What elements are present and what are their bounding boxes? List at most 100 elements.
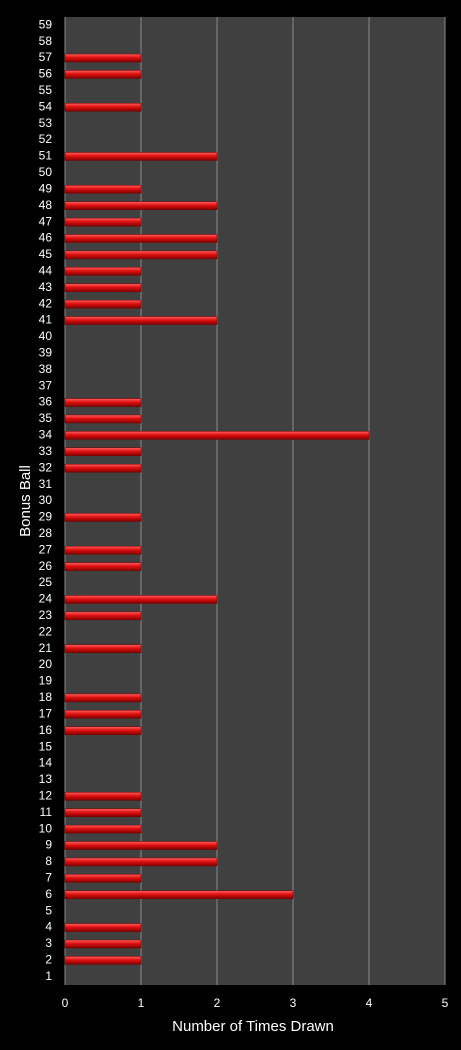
- bar: [64, 70, 142, 79]
- y-tick-label: 16: [39, 723, 53, 737]
- y-tick-label: 15: [39, 739, 53, 753]
- bar: [64, 283, 142, 292]
- bar: [64, 857, 218, 867]
- bar: [64, 710, 142, 719]
- bar: [64, 513, 142, 522]
- y-tick-label: 29: [39, 510, 53, 524]
- bar: [64, 939, 142, 949]
- y-tick-label: 26: [39, 559, 53, 573]
- bar: [64, 201, 218, 210]
- x-tick-label: 5: [442, 996, 449, 1010]
- bar: [64, 824, 142, 834]
- plot-area: [65, 17, 445, 985]
- bar: [64, 234, 218, 243]
- y-tick-label: 2: [45, 953, 52, 967]
- bar: [64, 595, 218, 604]
- y-tick-label: 49: [39, 181, 53, 195]
- bar: [64, 447, 142, 457]
- x-tick-label: 4: [366, 996, 373, 1010]
- y-tick-label: 59: [39, 17, 53, 31]
- y-tick-label: 52: [39, 132, 53, 146]
- bar: [64, 923, 142, 932]
- y-tick-label: 44: [39, 263, 53, 277]
- bar: [64, 414, 142, 424]
- y-tick-label: 28: [39, 526, 53, 540]
- y-tick-label: 33: [39, 444, 53, 458]
- y-tick-label: 51: [39, 149, 53, 163]
- y-tick-label: 24: [39, 592, 53, 606]
- y-tick-label: 54: [39, 99, 53, 113]
- y-tick-label: 37: [39, 378, 53, 392]
- y-tick-label: 4: [45, 920, 52, 934]
- bar: [64, 53, 142, 63]
- y-tick-label: 30: [39, 493, 53, 507]
- y-tick-label: 47: [39, 214, 53, 228]
- bar: [64, 185, 142, 194]
- y-tick-label: 14: [39, 756, 53, 770]
- y-tick-label: 13: [39, 772, 53, 786]
- y-tick-label: 19: [39, 674, 53, 688]
- bar: [64, 890, 294, 900]
- y-tick-label: 32: [39, 460, 53, 474]
- y-tick-label: 36: [39, 395, 53, 409]
- bar: [64, 644, 142, 653]
- bar: [64, 562, 142, 571]
- bar: [64, 267, 142, 276]
- bar: [64, 217, 142, 227]
- bar: [64, 250, 218, 260]
- bar: [64, 431, 370, 440]
- bar: [64, 841, 218, 850]
- x-tick-label: 0: [62, 996, 69, 1010]
- y-tick-label: 5: [45, 903, 52, 917]
- y-tick-label: 3: [45, 936, 52, 950]
- y-tick-label: 23: [39, 608, 53, 622]
- y-tick-label: 20: [39, 657, 53, 671]
- x-tick-label: 3: [290, 996, 297, 1010]
- y-tick-label: 55: [39, 83, 53, 97]
- y-tick-label: 46: [39, 231, 53, 245]
- bar: [64, 874, 142, 883]
- y-tick-label: 39: [39, 346, 53, 360]
- y-tick-label: 25: [39, 575, 53, 589]
- bar: [64, 956, 142, 965]
- bar: [64, 463, 142, 473]
- y-tick-label: 40: [39, 329, 53, 343]
- y-tick-label: 12: [39, 788, 53, 802]
- bar: [64, 808, 142, 817]
- y-tick-label: 42: [39, 296, 53, 310]
- y-tick-label: 22: [39, 624, 53, 638]
- y-tick-label: 10: [39, 821, 53, 835]
- y-tick-label: 45: [39, 247, 53, 261]
- y-tick-label: 41: [39, 313, 53, 327]
- y-tick-label: 27: [39, 542, 53, 556]
- bar: [64, 726, 142, 735]
- bar: [64, 299, 142, 309]
- y-tick-label: 6: [45, 887, 52, 901]
- bar: [64, 693, 142, 703]
- y-tick-label: 7: [45, 871, 52, 885]
- bar: [64, 792, 142, 801]
- y-tick-label: 57: [39, 50, 53, 64]
- y-tick-label: 17: [39, 706, 53, 720]
- y-tick-label: 38: [39, 362, 53, 376]
- y-tick-label: 21: [39, 641, 53, 655]
- y-tick-label: 48: [39, 198, 53, 212]
- y-tick-label: 31: [39, 477, 53, 491]
- y-tick-label: 56: [39, 67, 53, 81]
- y-tick-label: 43: [39, 280, 53, 294]
- y-tick-label: 53: [39, 116, 53, 130]
- y-tick-label: 1: [45, 969, 52, 983]
- bar: [64, 102, 142, 112]
- y-tick-label: 8: [45, 854, 52, 868]
- bar: [64, 398, 142, 407]
- bar: [64, 152, 218, 161]
- bar: [64, 316, 218, 325]
- x-tick-label: 2: [214, 996, 221, 1010]
- y-tick-label: 11: [40, 805, 53, 819]
- y-tick-label: 9: [45, 838, 52, 852]
- bar: [64, 611, 142, 621]
- y-axis-title: Bonus Ball: [17, 465, 34, 537]
- x-tick-label: 1: [138, 996, 145, 1010]
- y-tick-label: 18: [39, 690, 53, 704]
